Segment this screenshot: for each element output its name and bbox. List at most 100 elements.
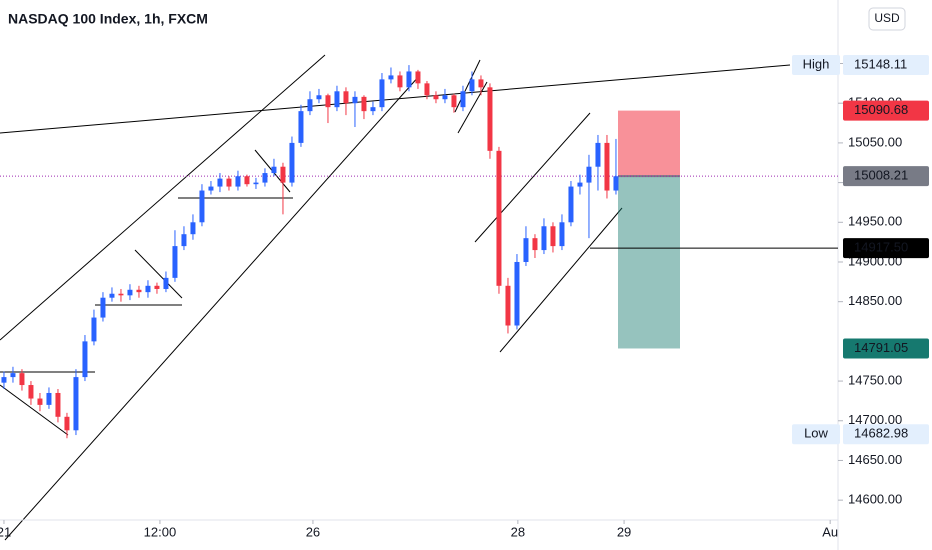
candle-body [100,297,106,318]
trend-line [0,54,326,341]
candle-body [271,166,277,174]
candle-body [505,285,511,326]
drawings [0,54,623,541]
candle-body [424,83,430,96]
trend-line [4,74,421,541]
x-tick-label: Au [822,524,838,539]
candle-body [604,142,610,191]
y-tick-label: 15050.00 [848,134,902,149]
candle-body [307,99,313,112]
candle-body [361,96,367,112]
candle-body [451,95,457,108]
trend-line [0,384,69,436]
candle-body [442,95,448,100]
candle-body [325,95,331,108]
candle-body [199,190,205,223]
price-badge-label: 14917.50 [854,240,908,255]
candle-body [406,71,412,88]
candle-body [28,385,34,399]
candle-body [289,142,295,183]
price-badge [843,238,929,259]
candle-body [244,176,250,185]
candle-body [415,71,421,84]
candle-body [127,289,133,296]
x-tick-label: 29 [617,524,631,539]
candle-body [397,75,403,88]
candle-body [352,96,358,104]
candle-body [460,91,466,108]
high-line [0,64,791,134]
candle-body [19,373,25,386]
trend-line [499,207,623,353]
trend-line [474,112,591,243]
trend-line [454,59,481,113]
candle-body [388,75,394,80]
candle-body [370,107,376,112]
candle-body [541,226,547,251]
candle-body [37,398,43,405]
candle-body [316,95,322,100]
candle-body [145,285,151,293]
candle-body [208,186,214,191]
y-tick-label: 14950.00 [848,214,902,229]
candle-body [91,317,97,342]
candle-body [478,79,484,88]
candle-body [163,277,169,289]
candle-body [496,150,502,286]
currency-label: USD [874,11,900,25]
candle-body [280,166,286,183]
candle-body [262,173,268,183]
candle-body [217,178,223,187]
candle-body [523,238,529,262]
candles [1,65,619,439]
candle-body [433,95,439,100]
x-tick-label: 12:00 [144,524,177,539]
price-badge [843,424,929,445]
candle-body [235,176,241,187]
y-tick-label: 14600.00 [848,492,902,507]
candle-body [10,373,16,378]
candle-body [298,111,304,143]
candle-body [64,416,70,431]
price-badge-label: 14791.05 [854,340,908,355]
candle-body [181,234,187,247]
price-badge-label: 15148.11 [854,56,907,71]
currency-box[interactable] [868,7,906,31]
y-tick-label: 14650.00 [848,452,902,467]
candle-body [55,392,61,417]
target-zone [618,176,680,349]
candle-body [595,142,601,167]
candle-body [469,79,475,92]
candle-body [532,238,538,251]
price-badge [843,166,929,187]
trend-line [134,249,183,299]
price-badge-label: 15090.68 [854,102,908,117]
candle-body [559,222,565,247]
level-name-badge [792,55,840,76]
candle-body [613,176,619,191]
candle-body [109,293,115,298]
y-tick-label: 14750.00 [848,373,902,388]
candle-body [154,285,160,289]
trend-line [457,81,488,134]
candle-body [1,377,7,383]
y-tick-label: 14850.00 [848,293,902,308]
price-badge-label: 15008.21 [854,168,908,183]
stop-zone [618,110,680,177]
x-tick-label: 26 [306,524,320,539]
x-tick-label: 21 [0,524,11,539]
candle-body [334,91,340,108]
level-name: Low [804,426,828,441]
candle-body [514,261,520,326]
level-name-badge [792,424,840,445]
candle-body [190,222,196,235]
candle-body [487,87,493,151]
candle-body [577,182,583,187]
candle-body [46,392,52,405]
candle-body [172,246,178,278]
price-badge-label: 14682.98 [854,426,908,441]
candle-body [253,182,259,185]
x-tick-label: 28 [511,524,525,539]
